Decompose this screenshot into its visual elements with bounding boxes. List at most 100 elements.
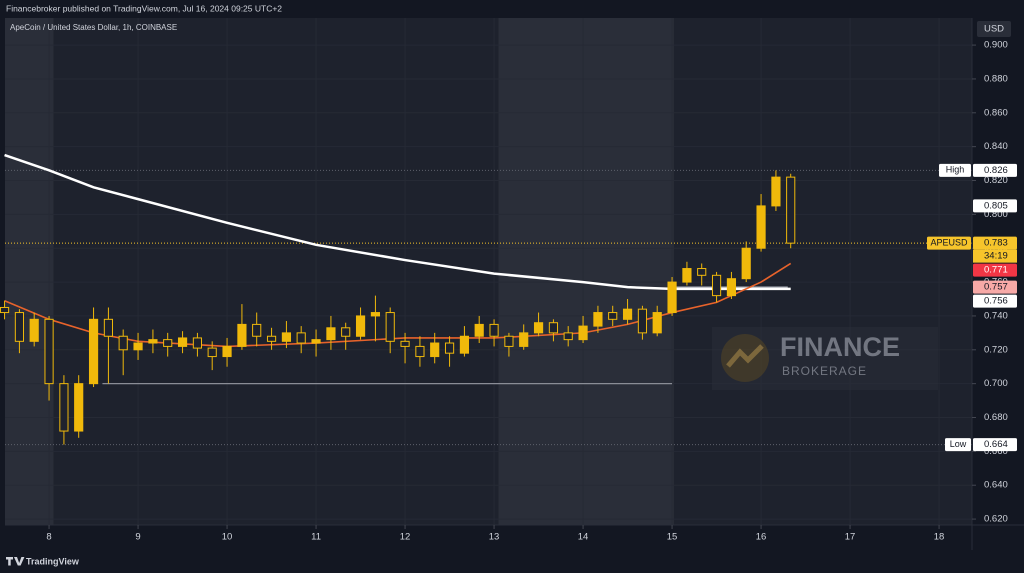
x-tick-label: 14 bbox=[578, 532, 589, 543]
candle-body bbox=[59, 383, 69, 432]
price-label: 0.664 bbox=[984, 439, 1008, 450]
candle-body bbox=[741, 247, 751, 280]
price-label: 0.826 bbox=[984, 165, 1008, 176]
candle-body bbox=[637, 308, 648, 334]
x-tick-label: 15 bbox=[667, 532, 678, 543]
axes: 0.6200.6400.6600.6800.7000.7200.7400.760… bbox=[46, 40, 1017, 543]
x-tick-label: 18 bbox=[934, 532, 945, 543]
y-tick-label: 0.680 bbox=[984, 412, 1008, 423]
candle-body bbox=[504, 335, 514, 347]
currency-box bbox=[977, 21, 1011, 37]
price-tag-box bbox=[939, 163, 971, 177]
x-tick-label: 17 bbox=[845, 532, 856, 543]
candle-body bbox=[177, 337, 188, 347]
candle-body bbox=[652, 312, 662, 334]
candle-body bbox=[578, 325, 588, 341]
x-tick-label: 8 bbox=[46, 532, 51, 543]
y-tick-label: 0.820 bbox=[984, 175, 1008, 186]
watermark-logo-mark bbox=[726, 344, 764, 368]
candle-body bbox=[370, 312, 381, 317]
candle-body bbox=[682, 268, 692, 283]
candle-body bbox=[207, 347, 217, 358]
price-label-box bbox=[973, 163, 1017, 177]
x-tick-label: 13 bbox=[489, 532, 500, 543]
price-label-box bbox=[973, 263, 1017, 277]
x-tick-label: 10 bbox=[222, 532, 233, 543]
x-tick-label: 9 bbox=[135, 532, 140, 543]
price-label-box bbox=[973, 199, 1017, 213]
candle-body bbox=[296, 332, 306, 344]
watermark: FINANCE BROKERAGE bbox=[712, 327, 938, 390]
candle-body bbox=[74, 383, 84, 432]
chart-title: ApeCoin / United States Dollar, 1h, COIN… bbox=[10, 23, 177, 32]
candle-body bbox=[756, 205, 766, 249]
candle-body bbox=[474, 323, 484, 337]
price-label-box bbox=[973, 236, 1017, 250]
price-label: 0.756 bbox=[984, 296, 1008, 307]
candle-body bbox=[533, 322, 544, 334]
candle-body bbox=[341, 327, 351, 337]
y-tick-label: 0.880 bbox=[984, 73, 1008, 84]
session-shade bbox=[5, 18, 54, 525]
footer-bar bbox=[0, 550, 1024, 573]
y-tick-label: 0.720 bbox=[984, 344, 1008, 355]
candle-body bbox=[400, 340, 410, 347]
candle-body bbox=[548, 322, 559, 334]
x-tick-label: 11 bbox=[311, 532, 321, 543]
price-label: 0.783 bbox=[984, 238, 1008, 249]
candle-body bbox=[326, 327, 336, 341]
watermark-subtitle: BROKERAGE bbox=[782, 364, 867, 378]
marks bbox=[0, 153, 972, 446]
candle-body bbox=[711, 274, 722, 297]
candle-body bbox=[133, 342, 143, 351]
price-label: 0.805 bbox=[984, 200, 1008, 211]
candle-body bbox=[519, 332, 529, 347]
candle-body bbox=[771, 176, 781, 207]
y-tick-label: 0.840 bbox=[984, 141, 1008, 152]
candle-body bbox=[385, 312, 395, 342]
candle-body bbox=[222, 345, 232, 358]
y-tick-label: 0.700 bbox=[984, 378, 1008, 389]
moving-average bbox=[4, 153, 791, 291]
countdown-box bbox=[973, 249, 1017, 263]
candle-body bbox=[103, 318, 114, 337]
candle-body bbox=[563, 332, 573, 341]
price-tag: APEUSD bbox=[930, 238, 968, 248]
watermark-title: FINANCE bbox=[780, 332, 900, 362]
footer-logo: TradingView bbox=[26, 556, 80, 566]
price-label-box bbox=[973, 294, 1017, 308]
y-tick-label: 0.900 bbox=[984, 40, 1008, 51]
candle-body bbox=[459, 335, 470, 354]
candle-body bbox=[281, 332, 292, 342]
candle-body bbox=[667, 281, 677, 314]
price-label: 0.757 bbox=[984, 282, 1008, 293]
price-tag-box bbox=[927, 236, 971, 250]
countdown: 34:19 bbox=[984, 251, 1008, 262]
y-tick-label: 0.740 bbox=[984, 310, 1008, 321]
candle-body bbox=[14, 312, 25, 342]
candle-body bbox=[252, 323, 262, 337]
price-tag: High bbox=[946, 165, 965, 175]
session-shade bbox=[498, 18, 674, 525]
header-bar bbox=[0, 0, 1024, 18]
candle-body bbox=[118, 335, 128, 351]
candle-body bbox=[430, 342, 440, 358]
candle-body bbox=[163, 339, 173, 347]
y-tick-label: 0.860 bbox=[984, 107, 1008, 118]
x-tick-label: 16 bbox=[756, 532, 767, 543]
candle-body bbox=[88, 318, 99, 385]
candle-body bbox=[593, 312, 603, 327]
candle-body bbox=[148, 339, 158, 344]
footer-logo-icon bbox=[6, 557, 25, 566]
price-label-box bbox=[973, 438, 1017, 452]
candle-body bbox=[29, 318, 39, 342]
y-tick-label: 0.660 bbox=[984, 446, 1008, 457]
candle-body bbox=[726, 278, 737, 297]
price-label-box bbox=[973, 280, 1017, 294]
sessions bbox=[5, 18, 674, 525]
y-tick-label: 0.800 bbox=[984, 209, 1008, 220]
candle-body bbox=[622, 308, 633, 320]
header: Financebroker published on TradingView.c… bbox=[6, 3, 282, 13]
candle-body bbox=[192, 337, 203, 349]
